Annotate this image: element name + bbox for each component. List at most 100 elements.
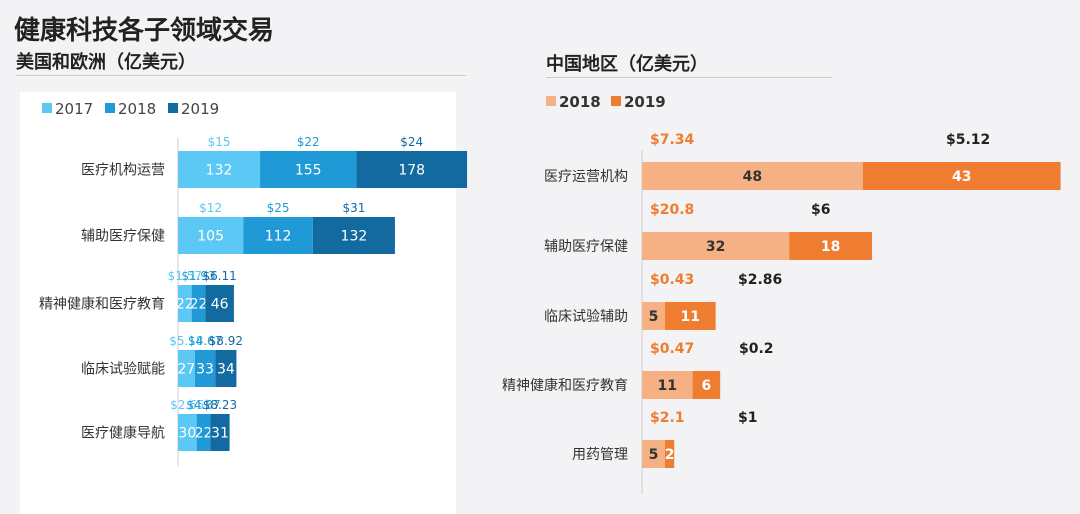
- china-category-label: 精神健康和医疗教育: [502, 377, 628, 394]
- us-eu-bar-2019: [215, 350, 237, 387]
- us-eu-bar-2017: [178, 151, 261, 188]
- china-amount-2018: $20.8: [650, 202, 694, 218]
- legend-label-cn-2018: 2018: [559, 93, 601, 111]
- legend-swatch-cn-2019: [611, 96, 621, 106]
- us-eu-amount-2019: $31: [342, 201, 365, 215]
- china-amount-2018: $7.34: [650, 132, 695, 148]
- us-eu-amount-2018: $22: [297, 135, 320, 149]
- china-bar-2018: [642, 232, 790, 260]
- us-eu-bar-value-2017: 27: [177, 362, 195, 378]
- us-eu-bar-2017: [178, 217, 244, 254]
- china-divider: [546, 77, 832, 78]
- china-bar-value-2019: 43: [952, 169, 971, 185]
- us-eu-amount-2019: $8.92: [209, 334, 243, 348]
- us-eu-bar-2018: [191, 285, 206, 322]
- us-eu-divider: [16, 75, 466, 76]
- us-eu-bar-2018: [243, 217, 313, 254]
- us-eu-amount-2019: $6.11: [202, 269, 236, 283]
- us-eu-bar-value-2018: 155: [295, 163, 322, 179]
- us-eu-bar-value-2017: 132: [206, 163, 233, 179]
- us-eu-bar-value-2019: 132: [341, 229, 368, 245]
- china-subtitle: 中国地区（亿美元）: [546, 54, 708, 75]
- legend-label-2019: 2019: [181, 100, 219, 118]
- us-eu-bar-value-2018: 22: [195, 426, 213, 442]
- legend-label-2017: 2017: [55, 100, 93, 118]
- china-category-label: 临床试验辅助: [544, 309, 628, 325]
- china-bar-2019: [862, 162, 1061, 190]
- us-eu-amount-2017: $1.57: [168, 269, 202, 283]
- us-eu-amount-2017: $12: [199, 201, 222, 215]
- us-eu-bar-2017: [178, 350, 195, 387]
- us-eu-amount-2018: $25: [267, 201, 290, 215]
- us-eu-amount-2018: $4.87: [186, 398, 220, 412]
- us-eu-bar-2019: [312, 217, 395, 254]
- china-bar-2019: [692, 371, 721, 399]
- us-eu-bar-2019: [210, 414, 230, 451]
- china-bar-2018: [642, 302, 665, 330]
- china-amount-2018: $2.1: [650, 410, 685, 426]
- us-eu-amount-2018: $4.67: [188, 334, 222, 348]
- us-eu-amount-2017: $2.65: [170, 398, 204, 412]
- us-eu-subtitle: 美国和欧洲（亿美元）: [16, 52, 196, 73]
- legend-swatch-2018: [105, 103, 115, 113]
- china-bar-value-2019: 18: [821, 239, 840, 255]
- china-bar-2019: [665, 440, 675, 468]
- china-bar-2018: [642, 162, 863, 190]
- us-eu-category-label: 医疗健康导航: [81, 425, 165, 442]
- china-bar-2018: [642, 440, 665, 468]
- china-amount-2018: $0.43: [650, 272, 694, 288]
- china-bar-2019: [789, 232, 872, 260]
- page-title: 健康科技各子领域交易: [14, 16, 275, 46]
- us-eu-category-label: 临床试验赋能: [81, 362, 165, 378]
- us-eu-bar-2018: [260, 151, 357, 188]
- china-category-label: 用药管理: [572, 447, 628, 463]
- us-eu-bar-2019: [205, 285, 234, 322]
- us-eu-amount-2017: $5.18: [169, 334, 203, 348]
- us-eu-bar-value-2018: 33: [196, 362, 214, 378]
- legend-swatch-cn-2018: [546, 96, 556, 106]
- us-eu-bar-2017: [178, 414, 197, 451]
- china-amount-2019: $5.12: [946, 132, 990, 148]
- china-amount-2019: $2.86: [738, 272, 782, 288]
- us-eu-bar-value-2018: 112: [265, 229, 292, 245]
- us-eu-category-label: 精神健康和医疗教育: [39, 296, 165, 313]
- us-eu-bar-value-2017: 22: [176, 297, 194, 313]
- us-eu-category-label: 医疗机构运营: [81, 163, 165, 179]
- china-amount-2019: $0.2: [739, 341, 774, 357]
- china-bar-value-2018: 11: [658, 378, 677, 394]
- china-bar-2018: [642, 371, 693, 399]
- china-amount-2019: $6: [811, 202, 830, 218]
- china-bar-value-2018: 32: [706, 239, 725, 255]
- legend-label-2018: 2018: [118, 100, 156, 118]
- china-bar-value-2018: 48: [743, 169, 762, 185]
- us-eu-bar-value-2019: 46: [211, 297, 229, 313]
- china-bar-value-2019: 11: [681, 309, 700, 325]
- china-bar-2019: [665, 302, 716, 330]
- legend-label-cn-2019: 2019: [624, 93, 666, 111]
- us-eu-bar-2019: [356, 151, 468, 188]
- china-category-label: 医疗运营机构: [544, 169, 628, 185]
- us-eu-amount-2018: $1.93: [181, 269, 215, 283]
- us-eu-amount-2017: $15: [208, 135, 231, 149]
- us-eu-bar-value-2017: 105: [197, 229, 224, 245]
- china-amount-2018: $0.47: [650, 341, 694, 357]
- us-eu-bar-value-2019: 31: [211, 426, 229, 442]
- legend-swatch-2017: [42, 103, 52, 113]
- legend-swatch-2019: [168, 103, 178, 113]
- china-bar-value-2018: 5: [649, 309, 659, 325]
- china-bar-value-2019: 6: [702, 378, 712, 394]
- us-eu-bar-2017: [178, 285, 192, 322]
- us-eu-category-label: 辅助医疗保健: [81, 229, 165, 245]
- us-eu-bar-value-2019: 178: [398, 163, 425, 179]
- us-eu-bar-2018: [194, 350, 216, 387]
- us-eu-bar-value-2017: 30: [178, 426, 196, 442]
- china-amount-2019: $1: [738, 410, 757, 426]
- us-eu-bar-value-2018: 22: [190, 297, 208, 313]
- us-eu-bar-2018: [196, 414, 211, 451]
- china-category-label: 辅助医疗保健: [544, 239, 628, 255]
- us-eu-amount-2019: $24: [400, 135, 423, 149]
- us-eu-amount-2019: $8.23: [203, 398, 237, 412]
- us-eu-bar-value-2019: 34: [217, 362, 235, 378]
